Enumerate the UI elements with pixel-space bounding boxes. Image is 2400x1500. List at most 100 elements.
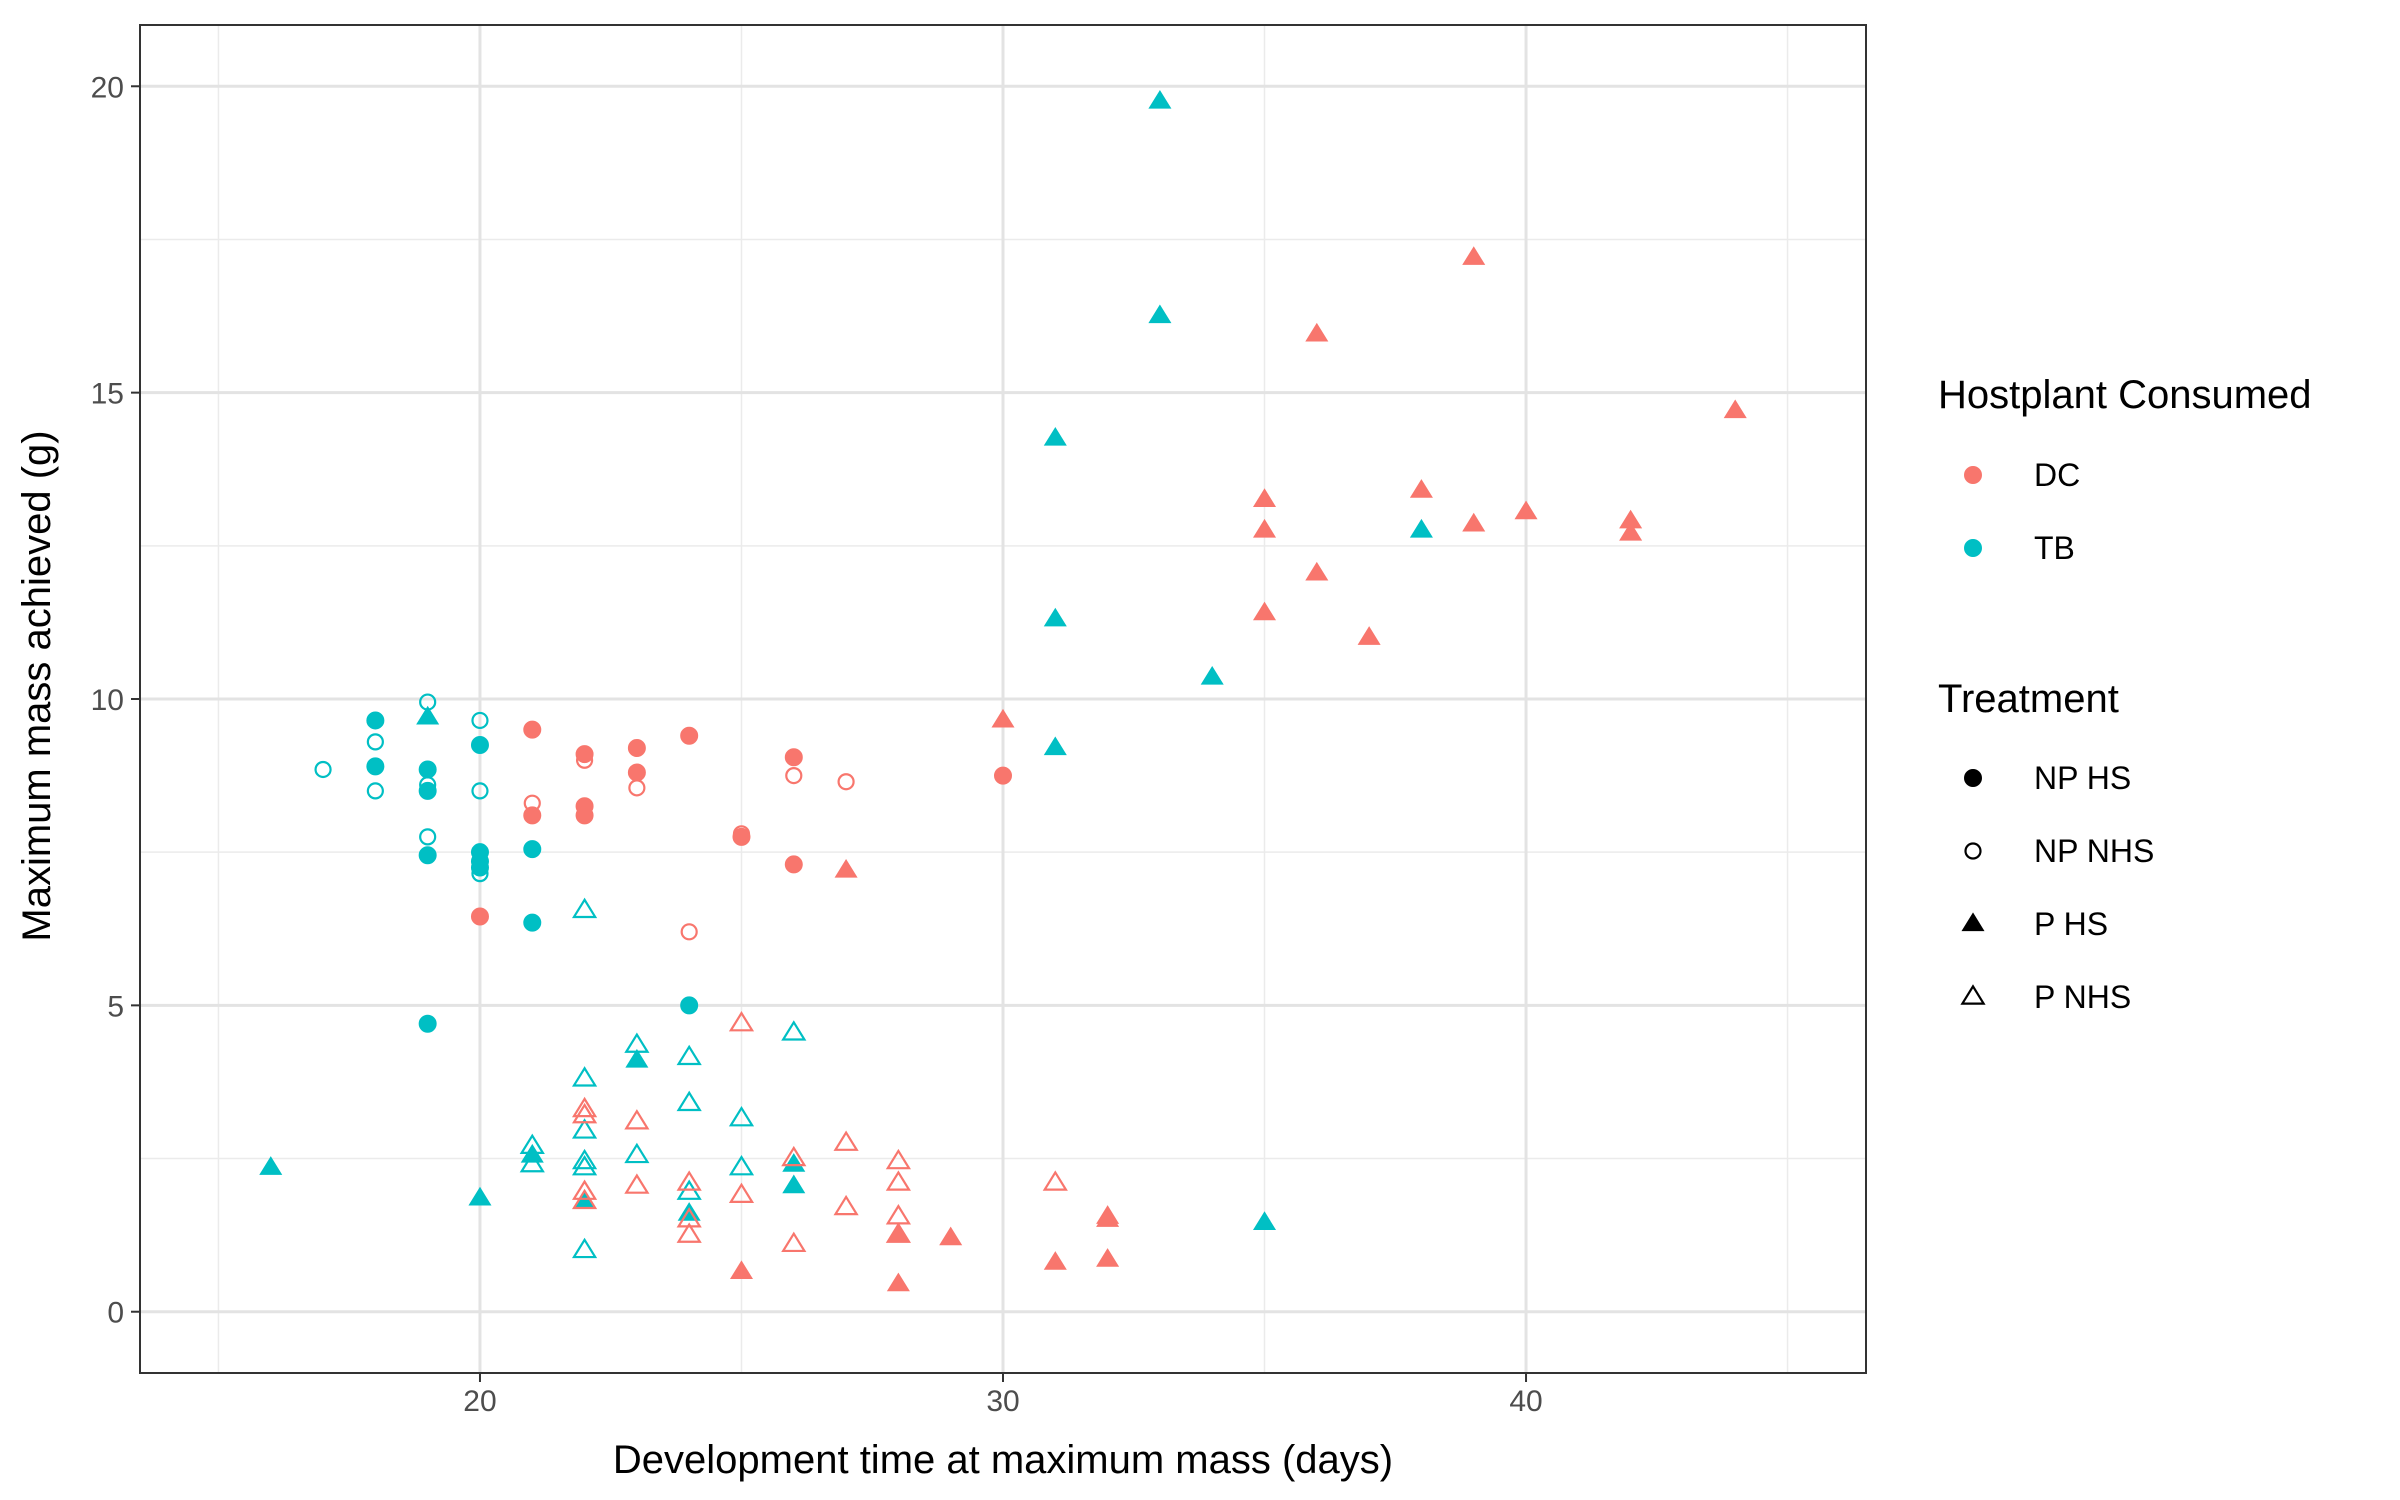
data-point <box>781 1145 807 1167</box>
data-point <box>837 773 855 791</box>
data-point <box>991 708 1015 728</box>
data-point <box>1043 427 1067 446</box>
major-gridlines <box>140 25 1866 1373</box>
data-point <box>571 897 598 919</box>
data-point <box>571 1148 598 1170</box>
data-point <box>416 705 440 725</box>
data-point <box>1252 518 1277 538</box>
legend-label-p-hs: P HS <box>2034 906 2108 942</box>
data-point <box>627 739 646 758</box>
data-point <box>523 794 541 812</box>
data-point <box>366 757 385 776</box>
data-point <box>885 1170 911 1191</box>
data-point <box>728 1182 755 1203</box>
y-tick-label: 15 <box>91 378 124 411</box>
data-point <box>676 1090 702 1112</box>
legend-key-np-nhs <box>1964 842 1982 860</box>
data-point <box>1462 512 1486 532</box>
data-point <box>680 923 698 941</box>
y-axis-ticks: 0 5 10 15 20 <box>91 71 140 1330</box>
data-point <box>994 766 1012 785</box>
data-point <box>471 782 489 800</box>
data-point <box>523 913 542 932</box>
data-point <box>314 760 332 779</box>
data-point <box>418 781 437 800</box>
data-point <box>471 865 489 883</box>
data-point <box>624 1142 650 1164</box>
data-point <box>1043 1251 1067 1270</box>
data-point <box>676 1170 702 1191</box>
data-point <box>571 1179 598 1200</box>
legend-label-np-nhs: NP NHS <box>2034 833 2154 869</box>
data-point <box>785 766 803 785</box>
data-point <box>784 748 803 767</box>
data-point <box>939 1226 963 1246</box>
data-point <box>366 782 384 800</box>
data-point <box>1096 1248 1120 1267</box>
data-point <box>418 1014 437 1033</box>
data-point <box>523 720 542 739</box>
y-tick-label: 0 <box>107 1297 124 1330</box>
data-point <box>1462 246 1486 265</box>
data-point <box>782 1153 806 1172</box>
data-point <box>834 858 858 878</box>
x-tick-label: 40 <box>1509 1385 1542 1418</box>
data-point <box>676 1222 702 1243</box>
data-point <box>571 1237 598 1259</box>
legend-key-p-hs <box>1961 912 1985 932</box>
data-point <box>1043 736 1067 756</box>
data-point <box>624 1109 650 1130</box>
data-point <box>1043 607 1067 627</box>
legend-title-hostplant: Hostplant Consumed <box>1938 373 2312 417</box>
legend-key-tb <box>1964 539 1982 557</box>
data-point <box>259 1156 283 1175</box>
data-point <box>728 1155 755 1176</box>
data-point <box>1305 561 1329 581</box>
data-point <box>418 846 437 865</box>
data-point <box>1096 1205 1120 1224</box>
data-point <box>729 1260 754 1279</box>
data-point <box>419 776 437 794</box>
data-point <box>575 751 594 769</box>
data-point <box>470 735 489 754</box>
data-point <box>470 858 489 877</box>
data-point <box>728 1105 755 1127</box>
data-point <box>419 828 437 846</box>
y-axis-title: Maximum mass achieved (g) <box>15 430 59 941</box>
data-point <box>885 1222 911 1243</box>
data-point <box>571 1066 598 1087</box>
x-axis-title: Development time at maximum mass (days) <box>613 1438 1393 1482</box>
data-point <box>1252 601 1277 621</box>
data-point <box>468 1186 492 1206</box>
data-point <box>728 1011 755 1032</box>
data-point <box>571 1188 598 1210</box>
data-point <box>418 760 437 779</box>
data-point <box>680 996 699 1015</box>
data-point <box>1252 488 1277 507</box>
data-point <box>571 1155 598 1176</box>
data-point <box>625 1048 649 1068</box>
data-point <box>1148 90 1172 109</box>
data-point <box>624 1173 650 1194</box>
data-point <box>624 1032 650 1053</box>
data-point <box>676 1044 702 1066</box>
data-point <box>571 1118 598 1139</box>
data-point <box>1042 1170 1068 1191</box>
data-point <box>1357 626 1381 645</box>
data-point <box>575 806 594 825</box>
x-axis-ticks: 20 30 40 <box>463 1373 1543 1418</box>
y-tick-label: 20 <box>91 71 124 104</box>
legend: Hostplant Consumed DC TB Treatment NP HS NP N… <box>1938 373 2312 1015</box>
data-point <box>781 1231 807 1253</box>
data-point <box>1252 1211 1277 1230</box>
x-tick-label: 30 <box>986 1385 1019 1418</box>
data-point <box>1148 304 1172 324</box>
data-point <box>1409 518 1433 538</box>
data-points <box>259 90 1747 1292</box>
y-tick-label: 10 <box>91 684 124 717</box>
data-point <box>1723 399 1747 419</box>
data-point <box>680 726 699 745</box>
data-point <box>833 1130 859 1151</box>
